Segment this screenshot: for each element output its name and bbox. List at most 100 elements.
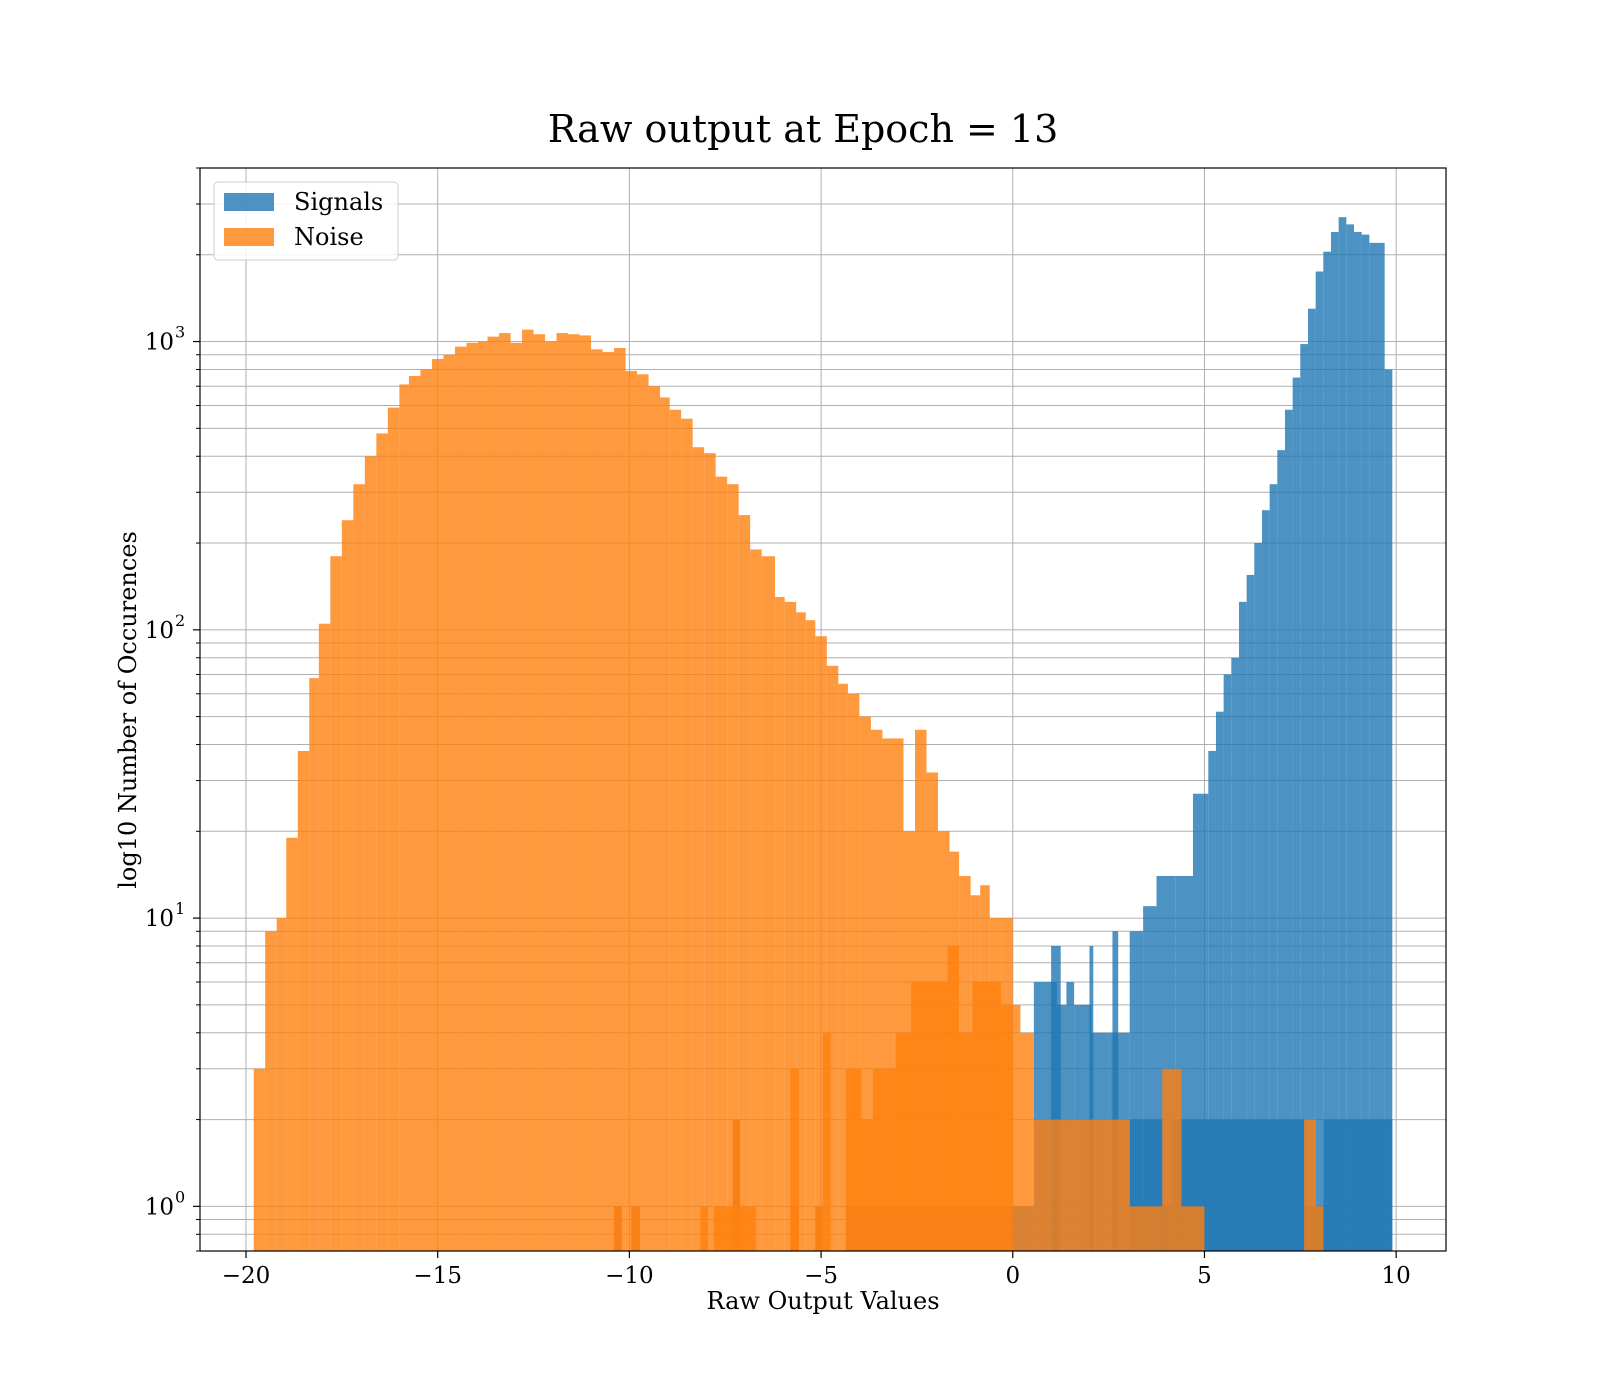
bar-noise (286, 837, 298, 1251)
bar-noise (1033, 1119, 1055, 1251)
bar-noise (330, 556, 342, 1251)
legend: Signals Noise (213, 181, 399, 261)
bar-noise (579, 335, 592, 1251)
bar-noise (1012, 1004, 1021, 1251)
bar-noise (947, 946, 960, 1251)
y-tick-label: 10 (145, 1194, 174, 1220)
bar-signals (1307, 308, 1316, 1251)
bar-noise (443, 354, 455, 1251)
y-axis-label: log10 Number of Occurences (114, 531, 142, 889)
bar-signals (1338, 217, 1347, 1252)
x-tick-label: 5 (1197, 1263, 1212, 1289)
bar-signals (1238, 601, 1247, 1251)
bar-signals (1284, 409, 1293, 1251)
bar-noise (499, 333, 511, 1251)
bar-noise (399, 384, 409, 1252)
bar-noise (823, 1032, 831, 1251)
bar-noise (1001, 1004, 1013, 1251)
bar-noise (466, 342, 478, 1252)
bar-signals (1129, 931, 1144, 1251)
y-tick-exponent: 1 (175, 899, 185, 918)
legend-swatch-noise (224, 228, 274, 246)
bar-noise (533, 334, 546, 1251)
bar-noise (727, 484, 739, 1252)
bar-noise (1054, 1119, 1130, 1251)
bar-noise (253, 1068, 266, 1251)
bar-noise (591, 349, 603, 1251)
y-tick-exponent: 3 (175, 323, 185, 342)
bar-noise (911, 982, 948, 1251)
bar-noise (715, 476, 728, 1252)
bar-noise (420, 369, 432, 1251)
bar-noise (487, 336, 500, 1252)
bar-noise (692, 447, 705, 1251)
bar-noise (510, 342, 523, 1252)
legend-label-noise: Noise (294, 223, 364, 251)
bar-noise (660, 397, 670, 1252)
bar-noise (870, 729, 883, 1251)
bar-noise (648, 386, 661, 1251)
bar-noise (895, 1032, 912, 1251)
bar-signals (1215, 711, 1224, 1251)
bar-signals (1231, 657, 1239, 1251)
bar-noise (805, 620, 816, 1251)
bar-noise (681, 418, 693, 1251)
x-tick-label: −15 (413, 1263, 462, 1289)
bar-noise (815, 636, 827, 1251)
bar-signals (1300, 344, 1308, 1252)
chart-title: Raw output at Epoch = 13 (548, 107, 1059, 151)
series-noise (253, 329, 1324, 1252)
bar-noise (796, 612, 806, 1251)
bar-signals (1223, 674, 1232, 1251)
bar-noise (882, 738, 894, 1251)
x-tick-label: −10 (605, 1263, 654, 1289)
bar-noise (872, 1068, 885, 1251)
bar-noise (477, 341, 488, 1251)
bar-noise (700, 1206, 708, 1251)
bar-signals (1112, 931, 1119, 1251)
bar-noise (893, 738, 904, 1251)
bar-noise (431, 358, 444, 1251)
bar-noise (1129, 1206, 1163, 1251)
bar-signals (1089, 946, 1094, 1251)
bar-noise (309, 678, 319, 1251)
x-axis-ticks: −20 −15 −10 −5 0 5 10 (222, 1251, 1411, 1289)
bar-noise (364, 456, 377, 1251)
bar-noise (704, 453, 716, 1251)
bar-noise (265, 931, 277, 1251)
bar-noise (784, 601, 797, 1251)
bar-noise (985, 982, 1002, 1251)
bar-signals (1066, 982, 1075, 1251)
x-tick-label: 0 (1005, 1263, 1020, 1289)
x-axis-label: Raw Output Values (706, 1287, 939, 1315)
bar-noise (775, 596, 785, 1251)
bar-signals (1361, 234, 1370, 1251)
bar-noise (838, 683, 848, 1251)
bar-signals (1254, 543, 1262, 1251)
bar-noise (1020, 1032, 1034, 1251)
bar-noise (884, 1068, 896, 1251)
bar-noise (568, 334, 580, 1251)
bar-signals (1051, 946, 1061, 1251)
x-tick-label: 10 (1382, 1263, 1411, 1289)
bar-noise (276, 918, 287, 1251)
bar-noise (738, 515, 751, 1251)
bar-signals (1376, 242, 1385, 1251)
bar-signals (1277, 450, 1285, 1251)
bar-signals (1353, 231, 1362, 1252)
y-tick-exponent: 0 (175, 1187, 185, 1206)
bar-noise (614, 1206, 622, 1251)
bar-signals (1315, 271, 1324, 1251)
bar-noise (625, 371, 638, 1251)
y-tick-label: 10 (145, 906, 174, 932)
bar-noise (297, 750, 310, 1251)
bar-signals (1346, 224, 1354, 1252)
bar-noise (545, 341, 557, 1251)
bar-noise (761, 556, 776, 1251)
bar-noise (454, 346, 467, 1251)
bar-noise (1315, 1206, 1324, 1251)
bar-noise (522, 329, 534, 1251)
bar-noise (376, 433, 388, 1251)
bar-noise (859, 716, 871, 1251)
